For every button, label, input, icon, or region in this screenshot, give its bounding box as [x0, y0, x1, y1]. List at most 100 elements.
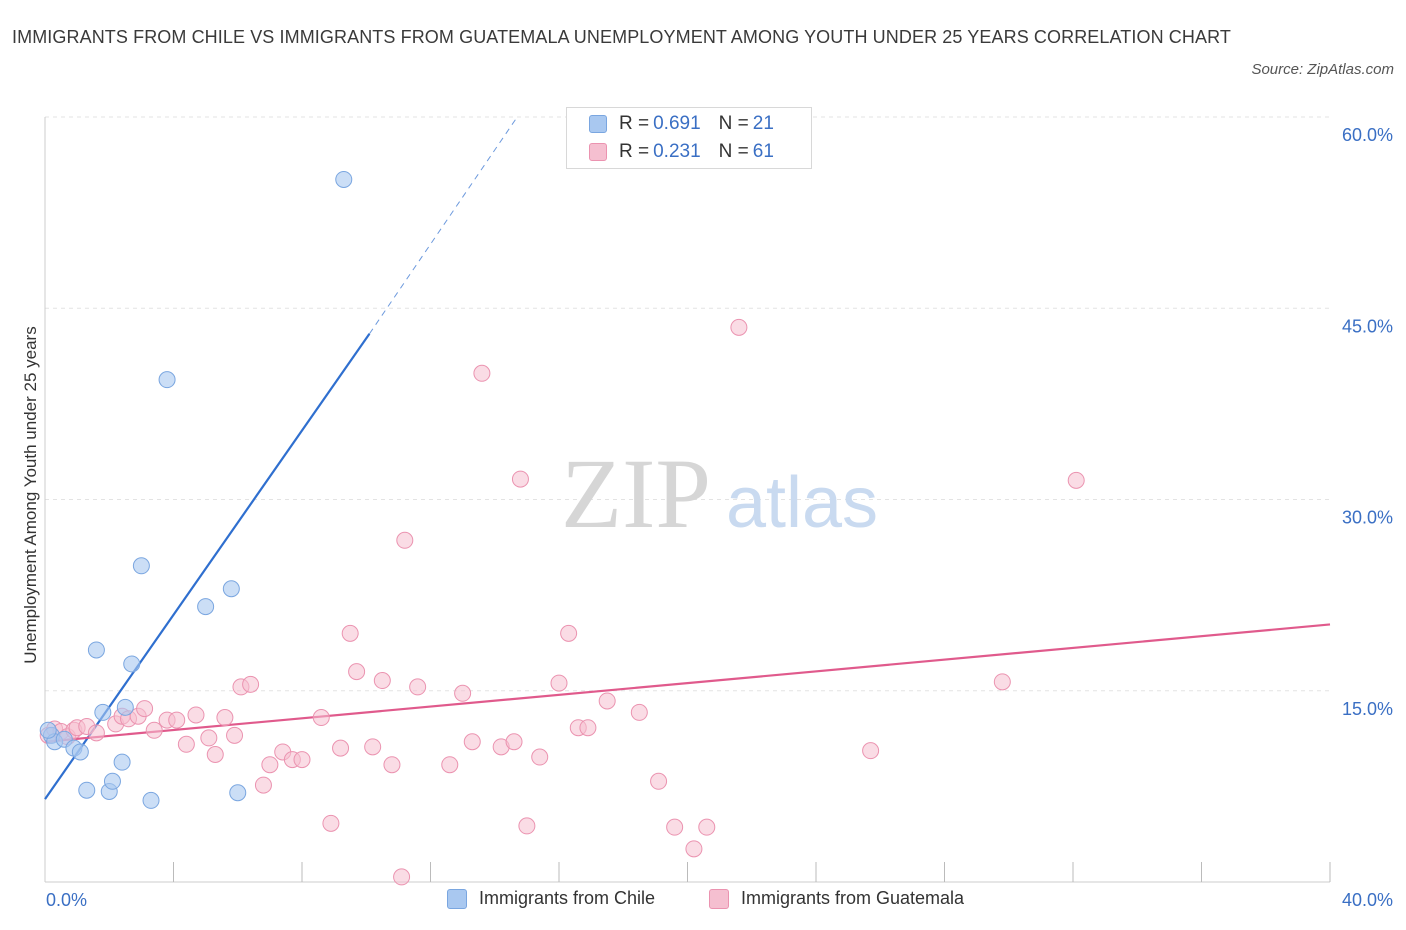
chile-point-14: [142, 791, 160, 809]
x-tick-label-max: 40.0%: [1341, 890, 1393, 910]
legend-r-label-chile: R =: [619, 113, 650, 134]
chile-point-4: [71, 743, 89, 761]
guatemala-point-46: [511, 470, 529, 488]
legend-row-chile: R = 0.691 N = 21: [589, 112, 774, 136]
guatemala-point-35: [373, 672, 391, 690]
guatemala-point-58: [698, 818, 716, 836]
chile-point-19: [335, 170, 353, 188]
legend-r-label-guatemala: R =: [619, 141, 650, 162]
guatemala-point-53: [598, 692, 616, 710]
watermark-zip: ZIP: [561, 438, 711, 549]
guatemala-point-29: [312, 709, 330, 727]
y-tick-label-3: 60.0%: [1342, 125, 1393, 145]
guatemala-point-54: [630, 703, 648, 721]
guatemala-point-42: [463, 733, 481, 751]
chile-point-7: [94, 703, 112, 721]
chile-point-10: [113, 753, 131, 771]
guatemala-point-59: [730, 318, 748, 336]
guatemala-point-62: [1067, 471, 1085, 489]
legend-n-label-guatemala: N =: [718, 141, 749, 162]
guatemala-point-60: [862, 742, 880, 760]
guatemala-point-7: [87, 724, 105, 742]
guatemala-point-23: [242, 675, 260, 693]
guatemala-point-56: [666, 818, 684, 836]
watermark-atlas: atlas: [726, 463, 878, 543]
guatemala-point-12: [136, 700, 154, 718]
guatemala-point-57: [685, 840, 703, 858]
guatemala-point-15: [168, 711, 186, 729]
y-tick-label-2: 45.0%: [1342, 316, 1393, 336]
guatemala-point-19: [206, 746, 224, 763]
guatemala-point-33: [348, 663, 366, 681]
series-legend-guatemala[interactable]: Immigrants from Guatemala: [709, 888, 964, 909]
legend-n-label-chile: N =: [718, 113, 749, 134]
chile-legend-swatch: [447, 888, 467, 909]
guatemala-point-52: [579, 719, 597, 737]
y-tick-label-0: 15.0%: [1342, 699, 1393, 719]
watermark: ZIP atlas: [561, 438, 878, 549]
guatemala-point-32: [341, 624, 359, 642]
chile-point-9: [103, 772, 121, 790]
y-axis-label: Unemployment Among Youth under 25 years: [21, 326, 40, 664]
chile-trend-extension: [369, 116, 518, 335]
guatemala-point-30: [322, 814, 340, 832]
series-legend-chile-label: Immigrants from Chile: [479, 888, 656, 908]
guatemala-point-31: [332, 739, 350, 757]
y-axis-label-wrap: Unemployment Among Youth under 25 years: [18, 110, 44, 880]
chile-swatch: [589, 115, 607, 133]
chile-point-16: [197, 598, 215, 616]
guatemala-point-38: [396, 531, 414, 549]
x-tick-label-min: 0.0%: [46, 890, 88, 910]
guatemala-swatch: [589, 143, 607, 161]
chile-point-15: [158, 371, 176, 389]
guatemala-point-39: [409, 678, 427, 696]
chile-point-6: [87, 641, 105, 659]
chart-source: Source: ZipAtlas.com: [1251, 61, 1394, 78]
chile-point-20: [39, 721, 57, 739]
legend-n-value-guatemala: 61: [752, 141, 774, 162]
trend-lines: [44, 116, 1331, 800]
guatemala-point-34: [364, 738, 382, 756]
guatemala-point-36: [383, 756, 401, 774]
guatemala-point-21: [226, 726, 244, 744]
chile-point-13: [132, 557, 150, 575]
guatemala-point-17: [187, 706, 205, 724]
chile-point-5: [78, 781, 96, 799]
data-points: [39, 170, 1085, 886]
y-tick-labels: 15.0% 30.0% 45.0% 60.0%: [1342, 125, 1393, 719]
series-legend-chile[interactable]: Immigrants from Chile: [447, 888, 655, 909]
chile-trend-line: [44, 333, 371, 800]
legend-row-guatemala: R = 0.231 N = 61: [589, 140, 774, 164]
guatemala-point-45: [505, 733, 523, 751]
guatemala-point-61: [993, 673, 1011, 691]
legend-r-value-chile: 0.691: [653, 113, 701, 134]
guatemala-trend-line: [44, 623, 1331, 743]
guatemala-point-40: [441, 756, 459, 774]
guatemala-point-49: [550, 674, 568, 692]
guatemala-point-55: [650, 772, 668, 790]
guatemala-point-37: [393, 868, 411, 886]
y-tick-label-1: 30.0%: [1342, 508, 1393, 528]
guatemala-point-16: [177, 735, 195, 753]
series-legend: Immigrants from Chile Immigrants from Gu…: [0, 888, 1406, 918]
legend-n-value-chile: 21: [752, 113, 774, 134]
guatemala-point-50: [560, 624, 578, 642]
guatemala-point-20: [216, 709, 234, 727]
guatemala-point-48: [531, 748, 549, 766]
correlation-legend: R = 0.691 N = 21 R = 0.231 N = 61: [566, 107, 812, 169]
chile-point-18: [229, 784, 247, 802]
series-legend-guatemala-label: Immigrants from Guatemala: [741, 888, 965, 908]
guatemala-point-13: [145, 721, 163, 739]
chile-point-12: [123, 655, 141, 673]
axes: [44, 117, 1331, 883]
guatemala-point-28: [293, 751, 311, 769]
guatemala-point-47: [518, 817, 536, 835]
guatemala-point-18: [200, 729, 218, 747]
gridlines: [45, 116, 1330, 692]
chile-point-17: [222, 580, 240, 598]
guatemala-point-24: [254, 776, 272, 794]
guatemala-point-41: [454, 684, 472, 702]
chart-title: IMMIGRANTS FROM CHILE VS IMMIGRANTS FROM…: [12, 27, 1231, 47]
chile-point-11: [116, 698, 134, 716]
